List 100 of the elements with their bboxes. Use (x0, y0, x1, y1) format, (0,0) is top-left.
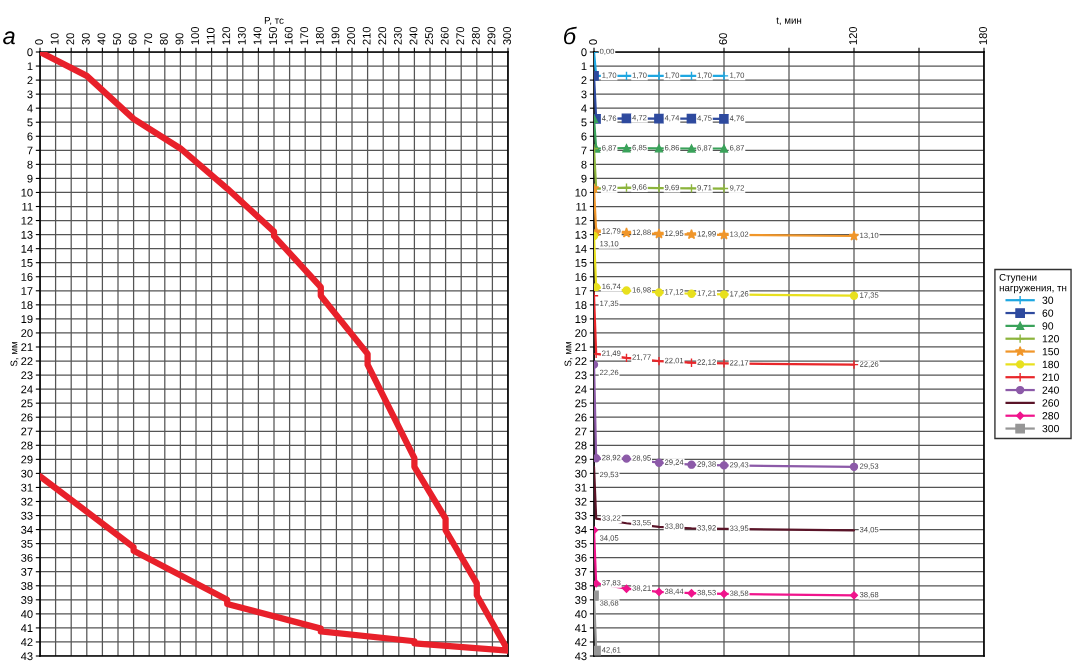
y-tick-label: 34 (575, 525, 587, 534)
y-tick-label: 32 (21, 497, 33, 506)
x-tick-label: 180 (315, 26, 324, 45)
x-tick-label: 190 (331, 26, 340, 45)
x-tick-label: 80 (159, 33, 168, 45)
legend-title: Ступени нагружения, тн (999, 273, 1067, 294)
y-tick-label: 0 (27, 48, 33, 57)
x-tick-label: 100 (191, 26, 199, 45)
y-tick-label: 15 (21, 259, 33, 267)
x-tick-label: 260 (440, 26, 449, 45)
y-tick-label: 15 (575, 259, 587, 267)
y-tick-label: 6 (581, 132, 587, 141)
y-tick-label: 38 (21, 582, 33, 590)
y-tick-label: 7 (581, 146, 587, 155)
y-tick-label: 0 (581, 48, 587, 57)
y-tick-label: 28 (575, 441, 587, 450)
x-tick-label: 120 (222, 26, 231, 45)
y-tick-label: 21 (21, 343, 33, 351)
legend-label: 260 (1042, 399, 1059, 407)
x-tick-label: 10 (50, 33, 59, 45)
y-tick-label: 3 (581, 90, 587, 99)
legend-label: 300 (1042, 424, 1059, 433)
y-tick-label: 10 (575, 188, 587, 197)
y-tick-label: 16 (575, 273, 587, 281)
x-tick-label: 30 (81, 33, 90, 45)
legend-label: 280 (1042, 412, 1059, 420)
y-tick-label: 35 (21, 539, 33, 548)
legend-label: 150 (1042, 347, 1059, 356)
y-tick-label: 30 (21, 469, 33, 478)
y-tick-label: 20 (21, 329, 33, 338)
y-tick-label: 23 (21, 371, 33, 380)
y-tick-label: 7 (27, 146, 33, 155)
y-tick-label: 19 (575, 315, 587, 324)
y-tick-label: 19 (21, 315, 33, 324)
y-tick-label: 22 (575, 357, 587, 366)
x-tick-label: 40 (97, 33, 106, 45)
x-axis-title: P, тс (264, 17, 284, 25)
y-tick-label: 36 (575, 553, 587, 562)
legend-label: 240 (1042, 386, 1059, 394)
chart-title: а (3, 31, 15, 45)
x-tick-label: 150 (269, 26, 277, 45)
y-tick-label: 2 (581, 76, 587, 85)
x-tick-label: 20 (66, 33, 75, 45)
y-tick-label: 17 (21, 287, 33, 295)
y-tick-label: 12 (21, 216, 33, 225)
y-tick-label: 40 (20, 610, 33, 618)
y-tick-label: 12 (575, 216, 587, 225)
y-tick-label: 8 (581, 160, 587, 169)
y-tick-label: 42 (20, 638, 33, 646)
y-tick-label: 20 (575, 329, 587, 338)
y-tick-label: 18 (21, 301, 33, 309)
y-tick-label: 31 (575, 483, 587, 492)
y-tick-label: 33 (21, 511, 33, 520)
x-tick-label: 230 (393, 26, 402, 45)
legend-label: 210 (1042, 373, 1059, 381)
y-axis-title: S, мм (564, 342, 573, 367)
legend-label: 30 (1042, 296, 1054, 304)
y-tick-label: 22 (21, 357, 33, 366)
legend-label: 180 (1042, 360, 1059, 369)
y-tick-label: 23 (575, 371, 587, 380)
x-tick-label: 290 (487, 26, 496, 45)
y-tick-label: 28 (21, 441, 33, 450)
x-tick-label: 90 (175, 33, 184, 45)
y-tick-label: 33 (575, 511, 587, 520)
chart-title: б (564, 26, 577, 45)
x-tick-label: 200 (347, 26, 355, 45)
y-tick-label: 5 (27, 118, 33, 127)
y-tick-label: 43 (574, 652, 587, 661)
x-tick-label: 250 (425, 26, 433, 45)
y-tick-label: 6 (27, 132, 33, 141)
x-tick-label: 240 (409, 26, 418, 45)
x-tick-label: 60 (719, 33, 727, 45)
y-tick-label: 27 (21, 427, 33, 436)
y-tick-label: 4 (581, 104, 587, 113)
y-tick-label: 13 (21, 230, 33, 239)
legend-label: 90 (1042, 322, 1054, 330)
y-tick-label: 24 (21, 385, 33, 394)
y-tick-label: 40 (574, 610, 587, 618)
x-tick-label: 300 (503, 26, 511, 45)
x-tick-label: 70 (144, 33, 153, 45)
x-tick-label: 110 (206, 27, 215, 45)
y-tick-label: 21 (575, 343, 587, 351)
y-tick-label: 34 (21, 525, 33, 534)
y-tick-label: 24 (575, 385, 587, 394)
legend-label: 60 (1042, 309, 1054, 317)
x-tick-label: 120 (849, 26, 857, 45)
y-tick-label: 29 (575, 455, 587, 464)
legend-label: 120 (1042, 335, 1059, 343)
y-tick-label: 39 (21, 596, 33, 604)
x-tick-label: 0 (35, 39, 43, 45)
y-tick-label: 37 (575, 567, 587, 576)
y-tick-label: 37 (21, 567, 33, 576)
x-tick-label: 140 (253, 26, 262, 45)
x-tick-label: 50 (113, 33, 121, 45)
y-tick-label: 38 (575, 582, 587, 590)
y-tick-label: 2 (27, 76, 33, 85)
y-tick-label: 25 (575, 399, 587, 408)
y-tick-label: 14 (575, 245, 587, 253)
y-axis-title: S, мм (10, 342, 19, 367)
y-tick-label: 42 (574, 638, 587, 646)
